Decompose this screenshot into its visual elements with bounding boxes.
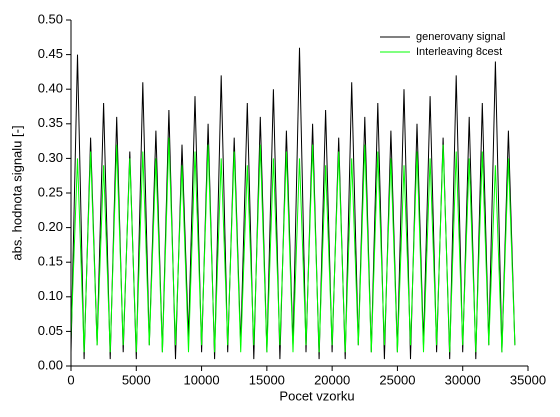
- legend-label: Interleaving 8cest: [416, 46, 502, 58]
- x-tick-label: 20000: [314, 372, 350, 387]
- x-tick-label: 35000: [510, 372, 546, 387]
- x-tick-label: 15000: [249, 372, 285, 387]
- y-tick-label: 0.50: [38, 11, 63, 26]
- x-tick-label: 0: [67, 372, 74, 387]
- x-tick-label: 30000: [445, 372, 481, 387]
- y-tick-label: 0.20: [38, 219, 63, 234]
- y-tick-label: 0.15: [38, 254, 63, 269]
- x-axis-label: Pocet vzorku: [279, 388, 354, 403]
- y-tick-label: 0.05: [38, 323, 63, 338]
- y-tick-label: 0.35: [38, 115, 63, 130]
- y-tick-label: 0.25: [38, 184, 63, 199]
- y-axis-label: abs. hodnota signalu [-]: [9, 125, 24, 260]
- y-tick-label: 0.10: [38, 288, 63, 303]
- x-tick-label: 25000: [379, 372, 415, 387]
- y-tick-label: 0.45: [38, 46, 63, 61]
- legend-label: generovany signal: [416, 31, 505, 43]
- x-tick-label: 10000: [183, 372, 219, 387]
- y-tick-label: 0.30: [38, 150, 63, 165]
- y-tick-label: 0.40: [38, 81, 63, 96]
- x-tick-label: 5000: [122, 372, 151, 387]
- y-tick-label: 0.00: [38, 357, 63, 372]
- series-line: [70, 137, 516, 353]
